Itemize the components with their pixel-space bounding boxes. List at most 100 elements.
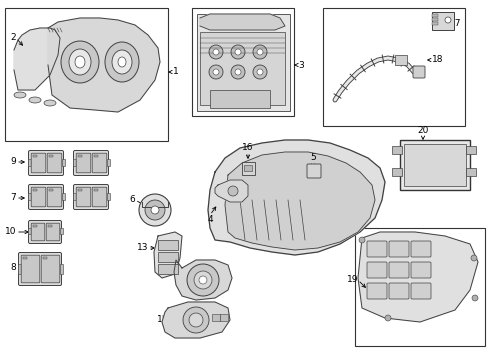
FancyBboxPatch shape xyxy=(432,12,454,30)
Bar xyxy=(432,18,438,21)
Circle shape xyxy=(385,315,391,321)
Circle shape xyxy=(213,49,219,55)
Bar xyxy=(404,144,466,186)
Ellipse shape xyxy=(112,50,132,74)
Bar xyxy=(94,155,98,157)
Polygon shape xyxy=(208,140,385,255)
FancyBboxPatch shape xyxy=(307,164,321,178)
Bar xyxy=(323,8,465,126)
Bar xyxy=(355,228,485,346)
Text: 17: 17 xyxy=(450,18,462,27)
Bar xyxy=(158,240,178,250)
Polygon shape xyxy=(200,14,285,30)
FancyBboxPatch shape xyxy=(389,241,409,257)
Bar xyxy=(60,228,63,234)
Circle shape xyxy=(472,295,478,301)
Bar xyxy=(392,146,402,154)
Text: 13: 13 xyxy=(137,243,148,252)
Bar xyxy=(28,228,31,234)
Bar xyxy=(18,264,21,274)
Circle shape xyxy=(183,307,209,333)
Polygon shape xyxy=(215,180,248,202)
Polygon shape xyxy=(14,28,60,90)
FancyBboxPatch shape xyxy=(31,153,46,173)
Ellipse shape xyxy=(69,49,91,75)
FancyBboxPatch shape xyxy=(74,150,108,175)
Polygon shape xyxy=(48,18,160,112)
Bar xyxy=(23,257,27,259)
Bar xyxy=(78,155,82,157)
Bar xyxy=(28,159,31,166)
Ellipse shape xyxy=(118,57,126,67)
Text: 6: 6 xyxy=(129,195,135,204)
FancyBboxPatch shape xyxy=(197,14,290,111)
Text: 8: 8 xyxy=(10,264,16,273)
Text: 11: 11 xyxy=(98,194,109,202)
Bar xyxy=(395,55,407,65)
FancyBboxPatch shape xyxy=(47,187,62,207)
Bar xyxy=(192,8,294,116)
Bar xyxy=(466,146,476,154)
Circle shape xyxy=(151,206,159,214)
Bar xyxy=(78,189,82,191)
FancyBboxPatch shape xyxy=(367,262,387,278)
Bar xyxy=(49,155,53,157)
Bar xyxy=(62,193,65,200)
Text: 20: 20 xyxy=(417,126,429,135)
Circle shape xyxy=(187,264,219,296)
Circle shape xyxy=(235,49,241,55)
Circle shape xyxy=(209,45,223,59)
Ellipse shape xyxy=(105,42,139,82)
Circle shape xyxy=(228,186,238,196)
FancyBboxPatch shape xyxy=(411,262,431,278)
Circle shape xyxy=(257,69,263,75)
FancyBboxPatch shape xyxy=(413,66,425,78)
Bar xyxy=(28,193,31,200)
Bar xyxy=(62,159,65,166)
Bar xyxy=(466,168,476,176)
Bar xyxy=(220,314,228,321)
Polygon shape xyxy=(154,232,182,278)
Text: 1: 1 xyxy=(173,68,179,77)
Polygon shape xyxy=(162,302,230,338)
Circle shape xyxy=(139,194,171,226)
Polygon shape xyxy=(358,232,478,322)
Text: 9: 9 xyxy=(10,158,16,166)
Bar xyxy=(107,193,110,200)
FancyBboxPatch shape xyxy=(367,283,387,299)
Circle shape xyxy=(445,17,451,23)
Bar xyxy=(212,314,220,321)
Text: 2: 2 xyxy=(10,33,16,42)
FancyBboxPatch shape xyxy=(28,220,62,243)
Polygon shape xyxy=(225,152,375,250)
Circle shape xyxy=(235,69,241,75)
Bar xyxy=(210,90,270,108)
Text: 14: 14 xyxy=(220,280,231,289)
Circle shape xyxy=(213,69,219,75)
FancyBboxPatch shape xyxy=(19,252,62,285)
Circle shape xyxy=(189,313,203,327)
Bar xyxy=(73,193,76,200)
Bar xyxy=(48,225,52,227)
FancyBboxPatch shape xyxy=(367,241,387,257)
FancyBboxPatch shape xyxy=(74,184,108,210)
FancyBboxPatch shape xyxy=(31,223,45,241)
Text: 5: 5 xyxy=(310,153,316,162)
Bar xyxy=(33,155,37,157)
Bar xyxy=(392,168,402,176)
FancyBboxPatch shape xyxy=(47,153,62,173)
Ellipse shape xyxy=(29,97,41,103)
Bar xyxy=(94,189,98,191)
Text: 7: 7 xyxy=(10,194,16,202)
Bar xyxy=(49,189,53,191)
Text: 3: 3 xyxy=(298,60,304,69)
Bar xyxy=(432,22,438,25)
FancyBboxPatch shape xyxy=(92,187,107,207)
Circle shape xyxy=(471,255,477,261)
Circle shape xyxy=(145,200,165,220)
Ellipse shape xyxy=(44,100,56,106)
FancyBboxPatch shape xyxy=(242,162,254,175)
Text: 10: 10 xyxy=(4,228,16,237)
Text: 19: 19 xyxy=(346,275,358,284)
Text: 16: 16 xyxy=(242,143,254,152)
